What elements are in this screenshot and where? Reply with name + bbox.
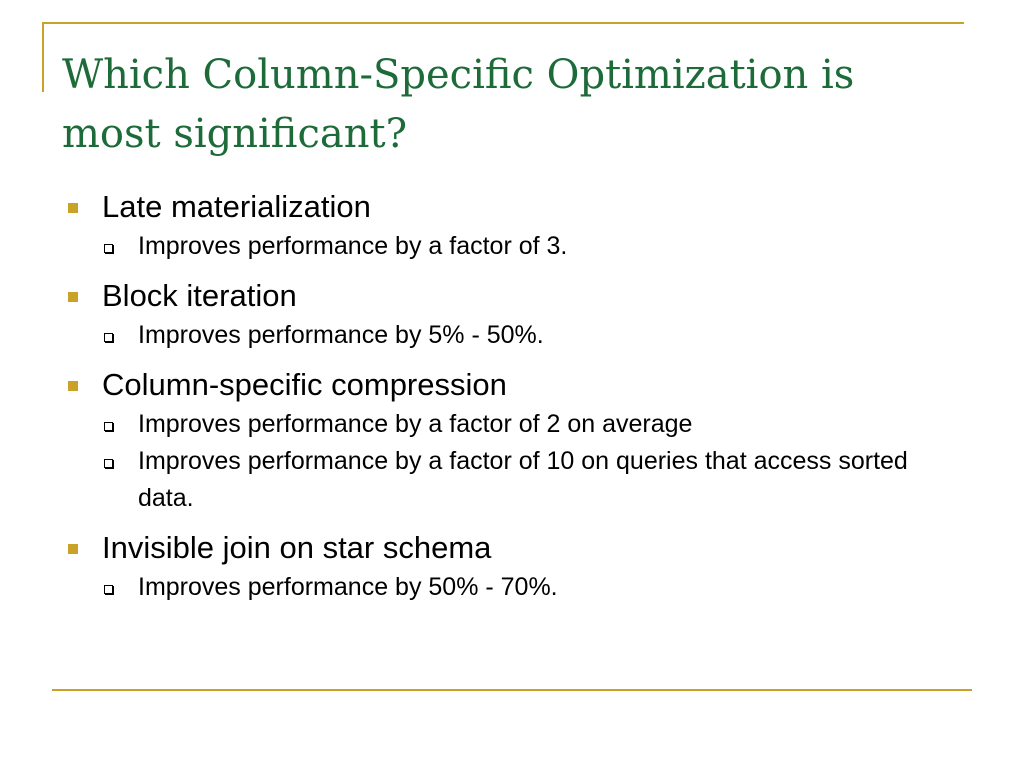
hollow-square-bullet-icon <box>104 244 113 253</box>
square-bullet-icon <box>68 292 78 302</box>
hollow-square-bullet-icon <box>104 459 113 468</box>
hollow-square-bullet-icon <box>104 422 113 431</box>
sub-bullet-item: Improves performance by a factor of 2 on… <box>60 406 960 443</box>
sub-bullet-text: Improves performance by a factor of 2 on… <box>138 410 693 438</box>
hollow-square-bullet-icon <box>104 585 113 594</box>
frame-bottom-line <box>52 689 972 691</box>
bullet-text: Block iteration <box>102 278 297 313</box>
frame-top-line <box>42 22 964 24</box>
bullet-list: Late materialization Improves performanc… <box>60 186 960 606</box>
sub-bullet-item: Improves performance by 50% - 70%. <box>60 569 960 606</box>
sub-bullet-text: Improves performance by a factor of 3. <box>138 232 568 260</box>
sub-bullet-text: Improves performance by a factor of 10 o… <box>138 447 908 512</box>
bullet-text: Invisible join on star schema <box>102 530 492 565</box>
bullet-text: Late materialization <box>102 189 371 224</box>
sub-bullet-item: Improves performance by a factor of 3. <box>60 228 960 265</box>
bullet-item: Late materialization <box>60 186 960 228</box>
square-bullet-icon <box>68 203 78 213</box>
square-bullet-icon <box>68 381 78 391</box>
bullet-item: Column-specific compression <box>60 364 960 406</box>
sub-bullet-item: Improves performance by a factor of 10 o… <box>60 443 960 517</box>
sub-bullet-item: Improves performance by 5% - 50%. <box>60 317 960 354</box>
square-bullet-icon <box>68 544 78 554</box>
hollow-square-bullet-icon <box>104 333 113 342</box>
bullet-text: Column-specific compression <box>102 367 507 402</box>
bullet-item: Block iteration <box>60 275 960 317</box>
sub-bullet-text: Improves performance by 50% - 70%. <box>138 573 558 601</box>
sub-bullet-text: Improves performance by 5% - 50%. <box>138 321 544 349</box>
frame-vertical-line <box>42 22 44 92</box>
slide-title: Which Column-Specific Optimization is mo… <box>62 52 855 157</box>
bullet-item: Invisible join on star schema <box>60 527 960 569</box>
